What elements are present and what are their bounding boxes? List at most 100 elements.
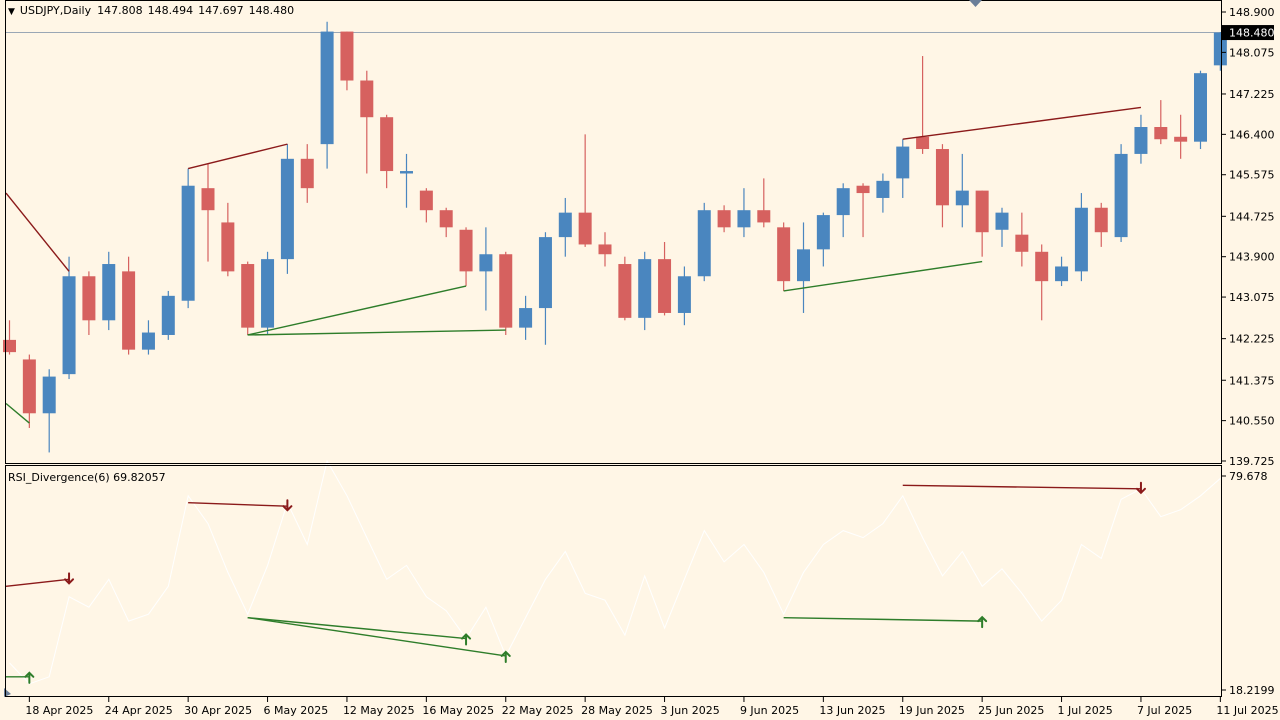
candle-body — [419, 190, 433, 211]
symbol-label: USDJPY,Daily — [19, 4, 92, 17]
bullish-divergence-line — [247, 329, 506, 336]
candle-body — [320, 31, 334, 145]
bearish-divergence-line — [187, 143, 288, 170]
collapse-triangle-icon[interactable]: ▼ — [8, 7, 15, 17]
candle-body — [102, 264, 116, 321]
candle-body — [241, 264, 255, 328]
date-tick-label: 1 Jul 2025 — [1058, 704, 1113, 717]
candle-body — [360, 80, 374, 118]
date-tick-label: 24 Apr 2025 — [105, 704, 173, 717]
candle-body — [62, 276, 76, 375]
date-tick-label: 6 May 2025 — [264, 704, 329, 717]
open-value: 147.808 — [97, 4, 143, 17]
bearish-rsi-divergence-line — [188, 502, 288, 507]
bearish-rsi-divergence-line — [5, 578, 70, 588]
bearish-divergence-line — [5, 192, 70, 272]
candle-body — [42, 376, 56, 414]
date-tick-label: 13 Jun 2025 — [819, 704, 885, 717]
price-tick-label: 144.725 — [1229, 210, 1275, 223]
high-value: 148.494 — [147, 4, 194, 17]
date-tick-label: 30 Apr 2025 — [184, 704, 252, 717]
arrow-down-icon — [282, 499, 293, 512]
candle-body — [598, 244, 612, 255]
candle-body — [836, 188, 850, 216]
candle-body — [856, 185, 870, 194]
candle-body — [499, 254, 513, 328]
date-tick-label: 9 Jun 2025 — [740, 704, 799, 717]
candle-body — [519, 308, 533, 328]
candle-body — [400, 171, 413, 174]
candle-body — [1074, 207, 1088, 272]
date-tick-label: 25 Jun 2025 — [978, 704, 1044, 717]
candle-body — [161, 295, 175, 335]
date-tick-label: 16 May 2025 — [422, 704, 494, 717]
candle-body — [658, 259, 672, 313]
price-tick-label: 142.225 — [1229, 333, 1275, 346]
candle-body — [1194, 73, 1207, 142]
indicator-panel-frame — [5, 465, 1222, 697]
indicator-panel — [4, 459, 1221, 697]
rsi-tick-label: 79.678 — [1229, 470, 1268, 483]
price-tick-label: 141.375 — [1229, 374, 1275, 387]
candle-body — [578, 212, 592, 245]
date-tick-label: 7 Jul 2025 — [1137, 704, 1192, 717]
current-price-label: 148.480 — [1229, 27, 1275, 40]
candle-body — [122, 271, 136, 350]
candle-body — [797, 249, 810, 282]
candle-body — [479, 254, 493, 272]
candle-body — [181, 185, 195, 301]
candle-body — [261, 259, 275, 328]
candle-body — [677, 276, 691, 313]
candle-body — [1035, 251, 1049, 282]
candle-body — [538, 237, 552, 309]
arrow-up-icon — [24, 671, 35, 684]
arrow-up-icon — [977, 615, 988, 629]
candle-body — [1134, 127, 1148, 154]
candle-body — [717, 210, 731, 228]
candle-body — [1015, 234, 1029, 252]
candle-body — [1174, 136, 1188, 142]
close-value: 148.480 — [248, 4, 295, 17]
arrow-down-icon — [64, 572, 75, 585]
candle-body — [1213, 32, 1227, 66]
current-price-badge — [1222, 25, 1274, 41]
candle-body — [82, 276, 96, 321]
price-panel — [3, 21, 1227, 453]
date-tick-label: 12 May 2025 — [343, 704, 415, 717]
price-tick-label: 148.900 — [1229, 6, 1275, 19]
price-tick-label: 148.075 — [1229, 46, 1275, 59]
candle-body — [3, 339, 16, 353]
date-tick-label: 3 Jun 2025 — [661, 704, 720, 717]
candle-body — [1154, 127, 1168, 140]
price-tick-label: 140.550 — [1229, 415, 1275, 428]
rsi-line — [9, 459, 1221, 685]
candle-body — [340, 31, 354, 81]
symbol-header: ▼ USDJPY,Daily 147.808 148.494 147.697 148.48… — [8, 4, 299, 17]
candle-body — [221, 222, 235, 272]
candle-body — [618, 264, 632, 318]
candle-body — [439, 210, 453, 228]
bullish-rsi-divergence-line — [247, 616, 467, 640]
arrow-up-icon — [461, 633, 472, 646]
candle-body — [876, 180, 890, 198]
candle-body — [1094, 207, 1108, 233]
price-panel-frame — [5, 0, 1222, 464]
arrow-down-icon — [1135, 481, 1146, 495]
candle-body — [300, 158, 314, 189]
candle-body — [1055, 266, 1069, 282]
date-tick-label: 28 May 2025 — [581, 704, 653, 717]
rsi-tick-label: 18.2199 — [1229, 684, 1275, 697]
candle-body — [22, 359, 36, 414]
price-tick-label: 139.725 — [1229, 455, 1275, 468]
candle-body — [380, 117, 394, 172]
candle-body — [280, 158, 294, 260]
price-tick-label: 146.400 — [1229, 128, 1275, 141]
candle-body — [777, 227, 791, 282]
candle-body — [1114, 153, 1128, 238]
candle-body — [459, 229, 473, 272]
shift-marker-icon — [969, 0, 982, 7]
candle-body — [558, 212, 572, 238]
candle-body — [697, 210, 711, 277]
